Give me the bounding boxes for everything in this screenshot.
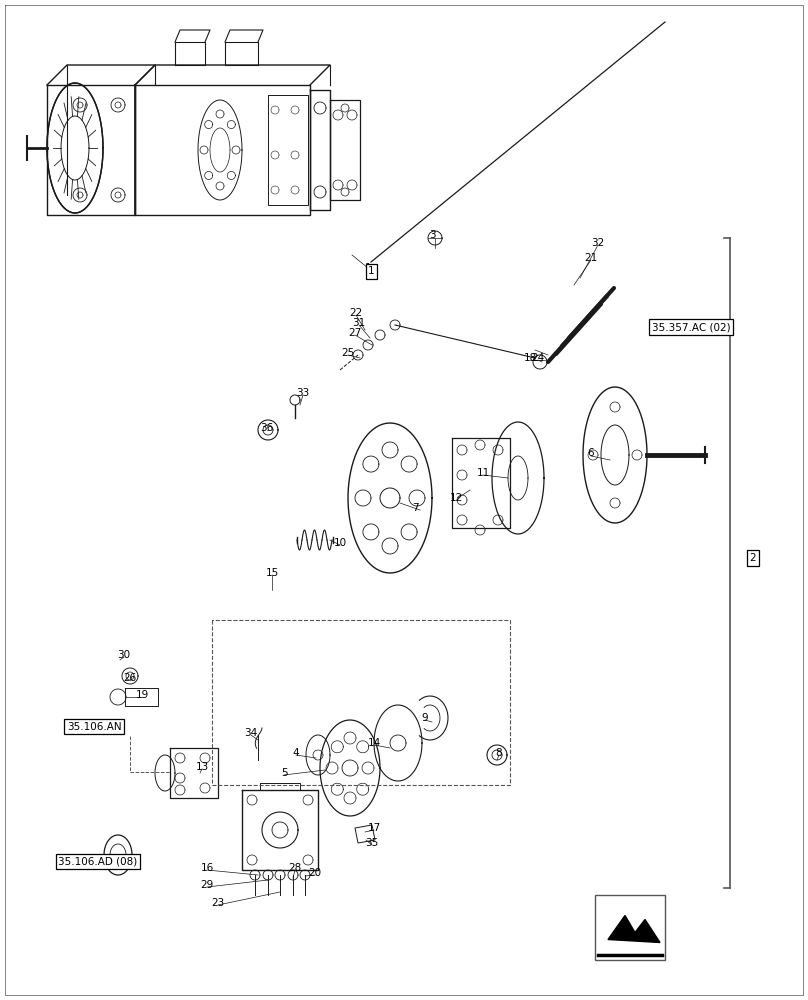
Text: 11: 11 xyxy=(477,468,490,478)
Text: 13: 13 xyxy=(196,762,208,772)
Text: 21: 21 xyxy=(584,253,598,263)
Text: 8: 8 xyxy=(495,748,503,758)
Text: 29: 29 xyxy=(200,880,213,890)
Text: 1: 1 xyxy=(368,266,375,276)
Text: 16: 16 xyxy=(200,863,213,873)
Text: 2: 2 xyxy=(750,553,756,563)
Text: 27: 27 xyxy=(348,328,362,338)
Text: 3: 3 xyxy=(429,230,436,240)
Text: 34: 34 xyxy=(244,728,258,738)
Text: 26: 26 xyxy=(124,673,137,683)
Text: 14: 14 xyxy=(368,738,381,748)
Text: 15: 15 xyxy=(265,568,279,578)
Text: 6: 6 xyxy=(587,448,595,458)
Text: 18: 18 xyxy=(524,353,537,363)
Text: 35.106.AD (08): 35.106.AD (08) xyxy=(58,856,137,866)
Text: 28: 28 xyxy=(288,863,301,873)
Text: 25: 25 xyxy=(341,348,355,358)
Text: 24: 24 xyxy=(532,353,545,363)
Text: 1: 1 xyxy=(364,263,372,273)
Text: 22: 22 xyxy=(349,308,363,318)
Bar xyxy=(595,895,665,960)
Text: 17: 17 xyxy=(368,823,381,833)
Text: 33: 33 xyxy=(297,388,309,398)
Text: 23: 23 xyxy=(212,898,225,908)
Text: 4: 4 xyxy=(292,748,299,758)
Text: 10: 10 xyxy=(334,538,347,548)
Text: 19: 19 xyxy=(136,690,149,700)
Text: 35.357.AC (02): 35.357.AC (02) xyxy=(652,322,730,332)
Text: 5: 5 xyxy=(280,768,288,778)
Text: 9: 9 xyxy=(422,713,428,723)
Text: 32: 32 xyxy=(591,238,604,248)
Text: 7: 7 xyxy=(412,503,419,513)
Text: 2: 2 xyxy=(753,555,760,565)
Text: 36: 36 xyxy=(260,423,274,433)
Text: 35: 35 xyxy=(365,838,379,848)
Text: 31: 31 xyxy=(352,318,366,328)
Polygon shape xyxy=(608,916,660,942)
Text: 35.106.AN: 35.106.AN xyxy=(67,722,121,732)
Text: 30: 30 xyxy=(117,650,131,660)
Text: 12: 12 xyxy=(449,493,463,503)
Text: 20: 20 xyxy=(309,868,322,878)
